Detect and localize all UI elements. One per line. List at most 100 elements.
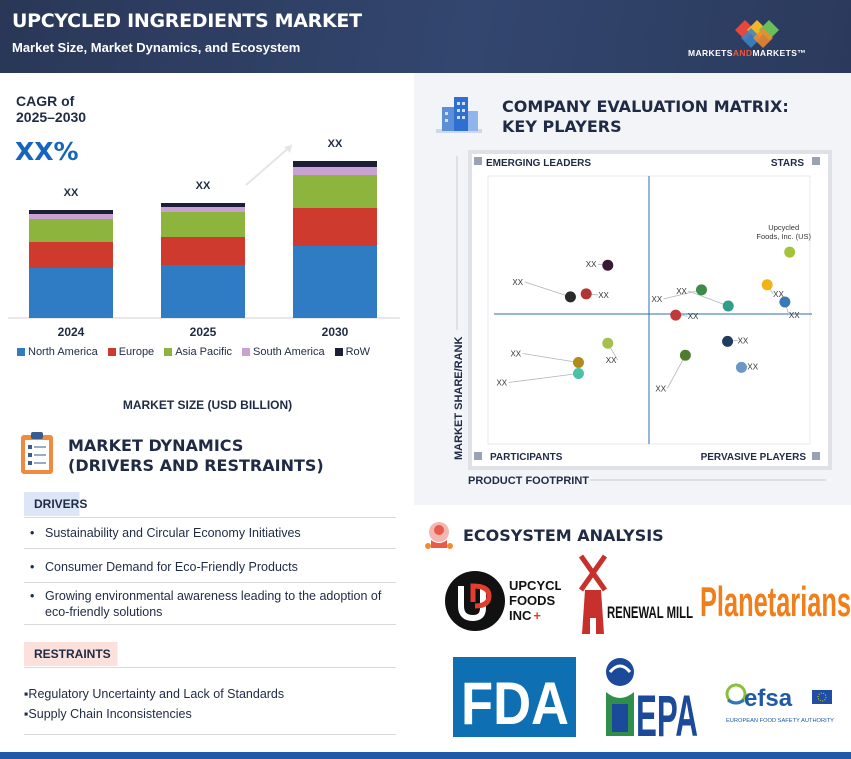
bar-segment-south-america-2025 (161, 207, 245, 212)
company-label: XX (789, 311, 800, 320)
participants-icon (474, 452, 482, 460)
legend-item: Asia Pacific (164, 346, 232, 358)
legend-item: South America (242, 346, 325, 358)
company-marker-upcycled-foods[interactable] (784, 246, 796, 258)
company-marker[interactable] (580, 288, 592, 300)
company-evaluation-matrix: EMERGING LEADERS STARS PARTICIPANTS PERVASI… (453, 150, 832, 487)
renewal-mill-logo: RENEWAL MILL (578, 554, 693, 634)
company-label-leader (688, 290, 729, 307)
company-marker[interactable] (602, 259, 614, 271)
company-label-leader (663, 289, 702, 300)
page-title: UPCYCLED INGREDIENTS MARKET (12, 10, 362, 32)
legend-swatch (17, 348, 25, 356)
brand-name: MARKETSANDMARKETS™ (688, 48, 807, 58)
logo-text: EPA (636, 684, 698, 742)
quadrant-label-emerging-leaders: EMERGING LEADERS (486, 158, 591, 169)
company-marker[interactable] (602, 337, 614, 349)
company-marker[interactable] (564, 291, 576, 303)
bar-segment-row-2025 (161, 203, 245, 207)
logo-text: efsa (744, 685, 793, 712)
bar-data-label: XX (64, 187, 79, 199)
bar-segment-asia-pacific-2030 (293, 175, 377, 208)
bar-segment-north-america-2030 (293, 246, 377, 318)
logo-text: Planetarians (700, 578, 851, 625)
driver-item: Growing environmental awareness leading … (30, 588, 395, 620)
company-label: XX (606, 356, 617, 365)
company-marker[interactable] (779, 296, 791, 308)
company-marker[interactable] (572, 357, 584, 369)
company-marker[interactable] (722, 335, 734, 347)
company-label-leader (508, 373, 579, 383)
upcycled-foods-logo: UPCYCLEDFOODSINC+ (445, 571, 561, 631)
company-label: XX (651, 295, 662, 304)
bar-data-label: XX (196, 180, 211, 192)
restraints-heading: RESTRAINTS (24, 642, 396, 668)
company-label: XX (655, 384, 666, 393)
matrix-x-axis-label: PRODUCT FOOTPRINT (468, 475, 589, 487)
company-label: XX (738, 336, 749, 345)
x-tick-label: 2025 (190, 325, 217, 339)
company-label: XX (510, 350, 521, 359)
page-header: UPCYCLED INGREDIENTS MARKET Market Size,… (0, 0, 851, 73)
company-marker[interactable] (679, 349, 691, 361)
legend-item: Europe (107, 346, 155, 358)
header-background (0, 0, 851, 73)
company-buildings-icon (436, 97, 482, 133)
legend-swatch (242, 348, 251, 356)
driver-item: Consumer Demand for Eco-Friendly Product… (30, 559, 395, 575)
legend-item: RoW (334, 346, 371, 358)
stars-icon (812, 157, 820, 165)
chart-legend: North America Europe Asia Pacific South Ame… (17, 346, 370, 358)
company-marker[interactable] (670, 309, 682, 321)
company-label-leader (667, 355, 686, 389)
divider (24, 548, 396, 549)
legend-swatch (334, 348, 343, 356)
legend-item: North America (17, 346, 98, 358)
footer-bar (0, 752, 851, 759)
bar-segment-north-america-2024 (29, 268, 113, 318)
quadrant-label-pervasive-players: PERVASIVE PLAYERS (701, 452, 807, 463)
market-size-chart: XX 2024 XX 2025 XX 2030 (8, 138, 400, 339)
ecosystem-network-icon (425, 522, 453, 549)
company-label: XX (688, 312, 699, 321)
market-dynamics-title: MARKET DYNAMICS (DRIVERS AND RESTRAINTS) (68, 436, 324, 475)
fda-logo: FDA (453, 657, 576, 737)
matrix-y-axis-label: MARKET SHARE/RANK (453, 337, 465, 461)
logo-subtext: EUROPEAN FOOD SAFETY AUTHORITY (726, 718, 834, 724)
legend-swatch (164, 348, 173, 356)
x-tick-label: 2030 (322, 325, 349, 339)
legend-swatch (107, 348, 116, 356)
legend-label: North America (28, 346, 98, 358)
company-label-leader (524, 281, 571, 298)
bar-segment-south-america-2024 (29, 214, 113, 219)
legend-label: Europe (118, 346, 155, 358)
pervasive-players-icon (812, 452, 820, 460)
company-label-leader (522, 353, 579, 363)
company-marker[interactable] (572, 368, 584, 380)
company-label: XX (598, 291, 609, 300)
company-label: XX (676, 287, 687, 296)
bar-segment-europe-2025 (161, 237, 245, 265)
restraint-item: ▪Supply Chain Inconsistencies (24, 707, 192, 721)
company-label: XX (586, 260, 597, 269)
page-subtitle: Market Size, Market Dynamics, and Ecosys… (12, 40, 301, 55)
divider (24, 624, 396, 625)
bar-segment-europe-2024 (29, 242, 113, 268)
company-marker[interactable] (722, 300, 734, 312)
quadrant-label-stars: STARS (771, 158, 804, 169)
bar-segment-row-2024 (29, 210, 113, 214)
legend-label: South America (253, 346, 325, 358)
company-label-upcycled-foods: Upcycled Foods, Inc. (US) (756, 223, 811, 241)
company-marker[interactable] (735, 361, 747, 373)
efsa-logo: efsa EUROPEAN FOOD SAFETY AUTHORITY (725, 683, 834, 724)
bar-segment-north-america-2025 (161, 265, 245, 318)
planetarians-logo: Planetarians (700, 578, 851, 625)
emerging-leaders-icon (474, 157, 482, 165)
company-label: XX (512, 278, 523, 287)
legend-label: RoW (345, 346, 371, 358)
company-marker[interactable] (695, 284, 707, 296)
clipboard-checklist-icon (21, 432, 53, 474)
cagr-value: XX% (15, 137, 79, 166)
company-marker[interactable] (761, 279, 773, 291)
chart-x-axis-label: MARKET SIZE (USD BILLION) (122, 398, 293, 412)
